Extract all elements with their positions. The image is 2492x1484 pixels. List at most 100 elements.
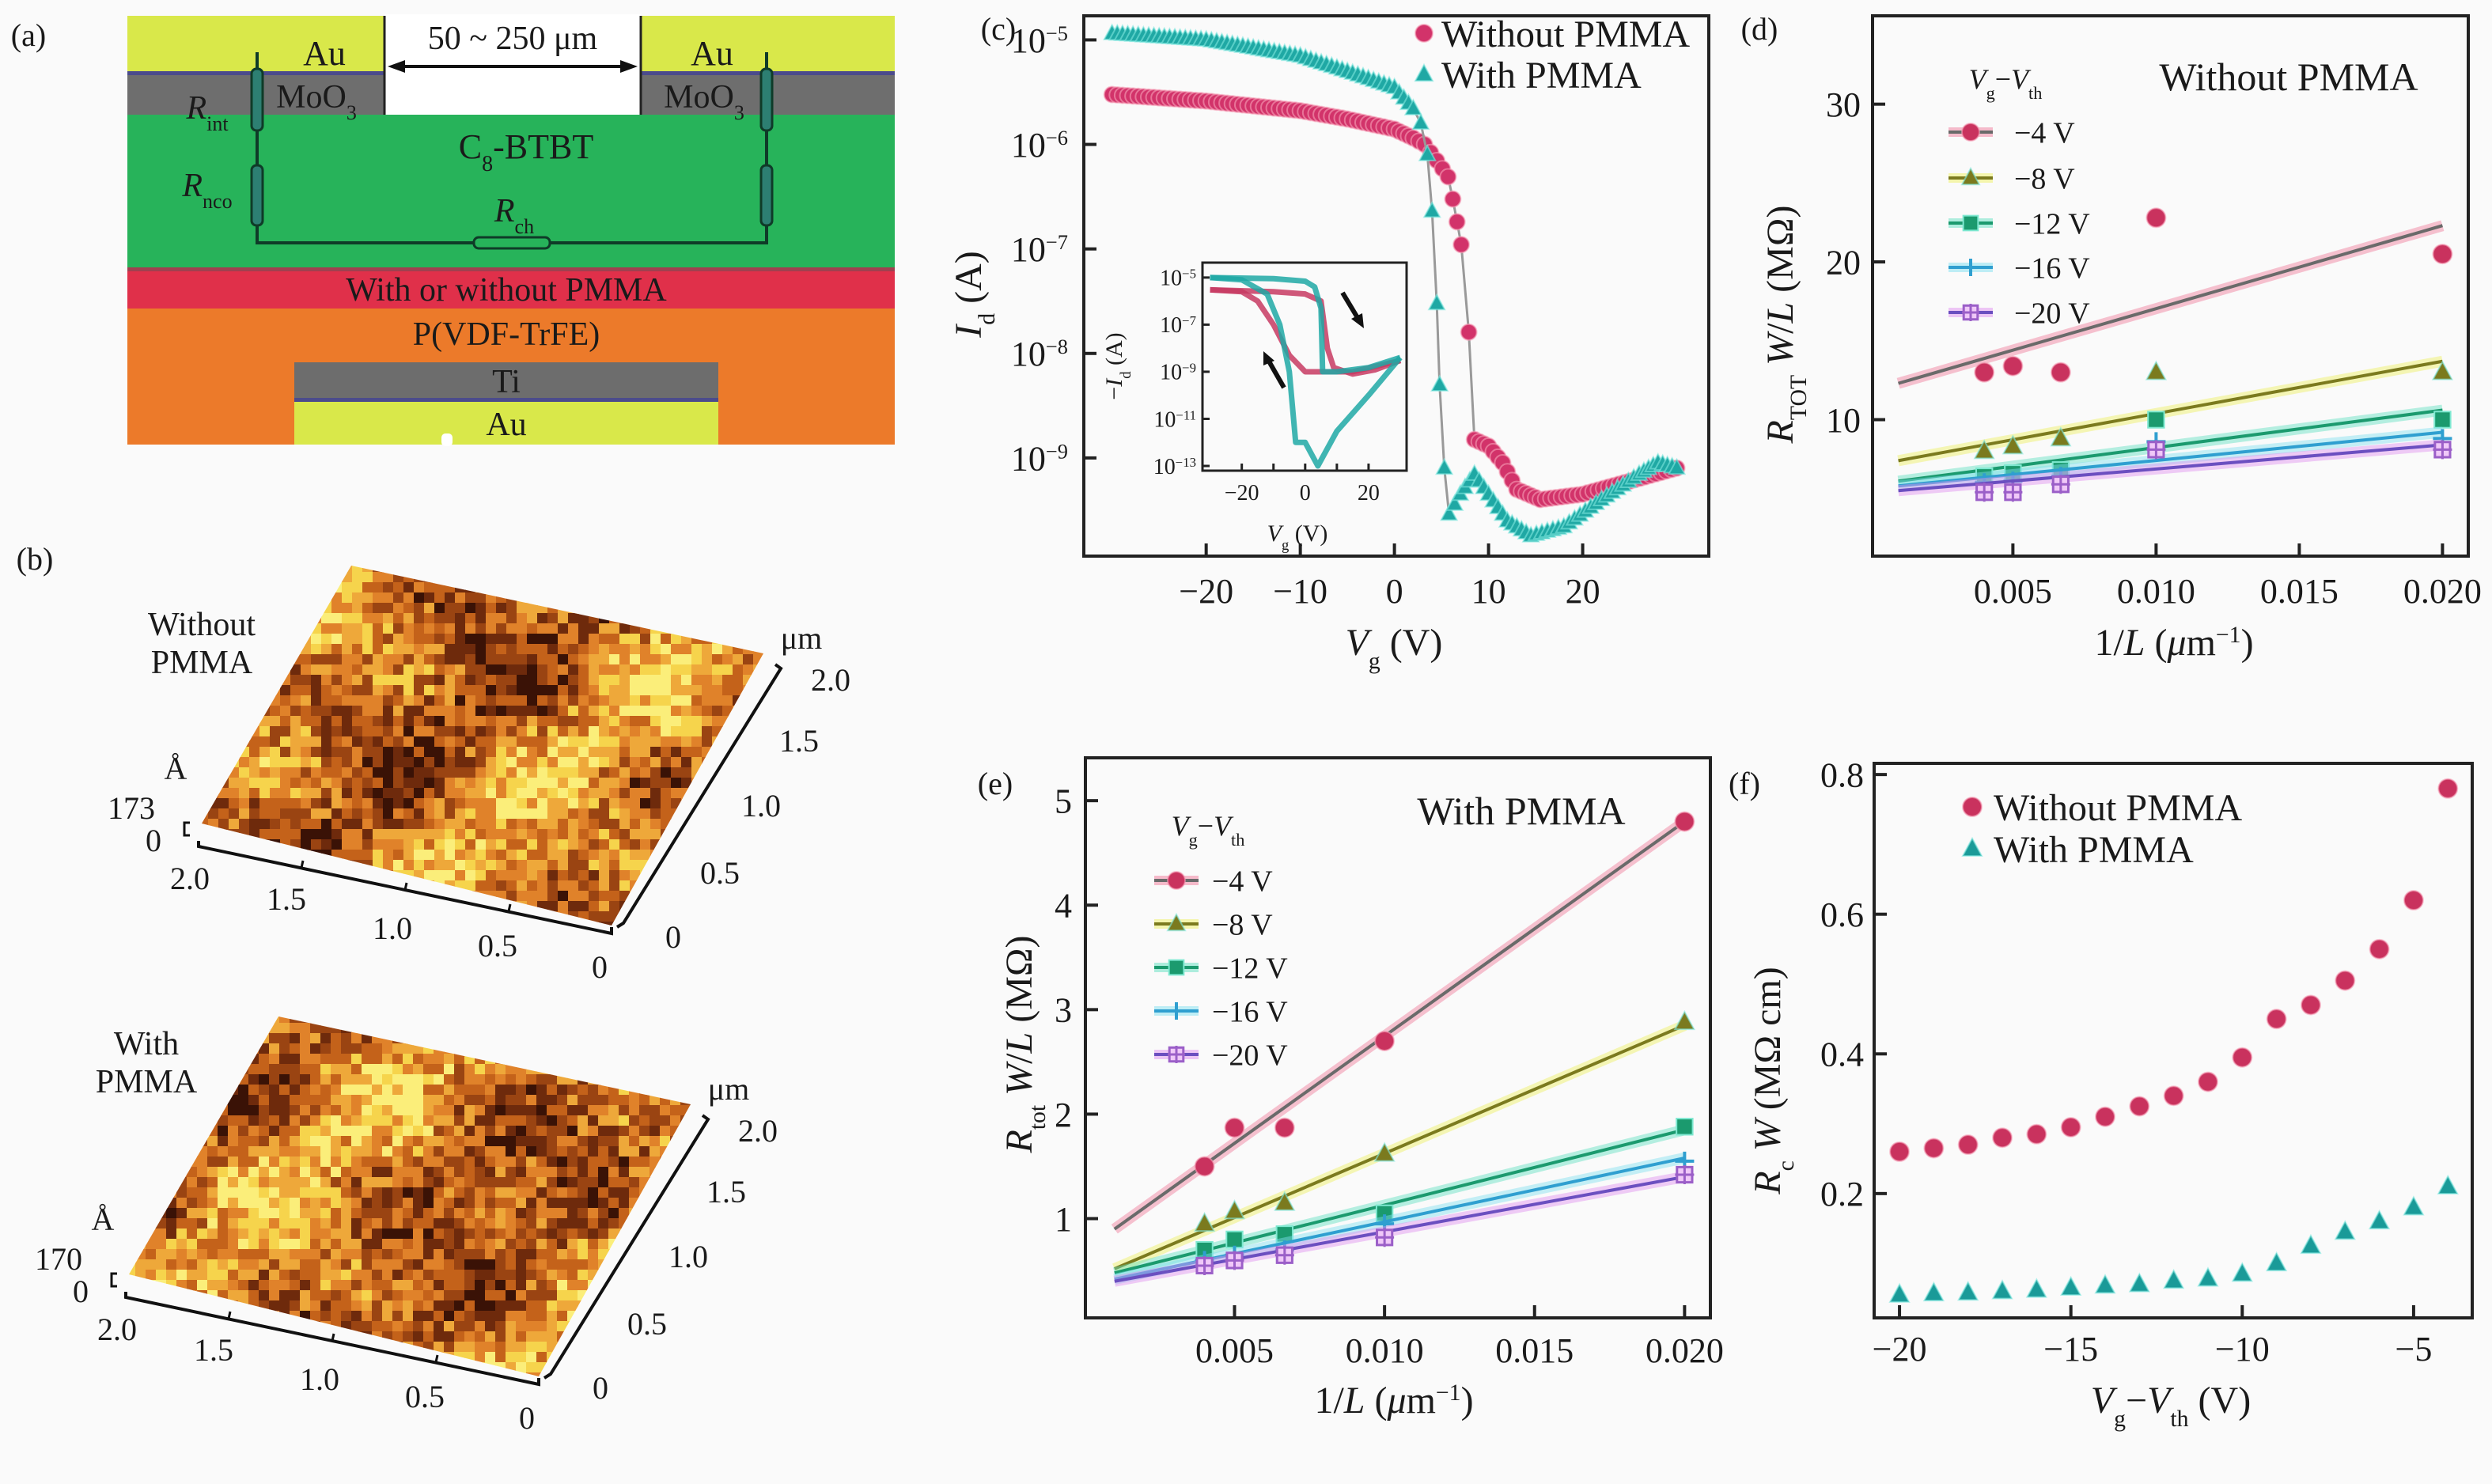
label-subscript: 3	[734, 101, 744, 124]
afm-texture-cell	[753, 634, 763, 645]
afm-texture-cell	[310, 1228, 321, 1240]
afm-texture-cell	[249, 716, 260, 727]
afm-texture-cell	[680, 1064, 691, 1075]
afm-texture-cell	[578, 1054, 589, 1065]
afm-texture-cell	[609, 716, 620, 727]
afm-texture-cell	[589, 726, 600, 737]
afm-texture-cell	[680, 1300, 691, 1312]
afm-texture-cell	[341, 1085, 352, 1096]
afm-texture-cell	[392, 1198, 403, 1209]
tick-exponent: −13	[1176, 454, 1196, 469]
afm-texture-cell	[445, 685, 456, 696]
afm-texture-cell	[517, 623, 528, 634]
afm-texture-cell	[661, 634, 672, 645]
afm-texture-cell	[135, 1228, 146, 1240]
afm-texture-cell	[526, 1126, 537, 1137]
afm-texture-cell	[464, 1177, 475, 1188]
afm-texture-cell	[763, 901, 774, 912]
afm-texture-cell	[392, 1208, 403, 1219]
afm-texture-cell	[413, 1136, 424, 1147]
afm-texture-cell	[753, 603, 763, 614]
afm-texture-cell	[619, 778, 631, 789]
afm-texture-cell	[691, 1115, 702, 1126]
afm-texture-cell	[218, 901, 229, 912]
afm-texture-cell	[619, 736, 631, 748]
afm-tick	[507, 903, 512, 912]
afm-texture-cell	[331, 1095, 342, 1106]
afm-texture-cell	[536, 1115, 547, 1126]
afm-texture-cell	[619, 726, 631, 737]
afm-texture-cell	[311, 778, 322, 789]
afm-texture-cell	[588, 1177, 599, 1188]
afm-texture-cell	[630, 706, 641, 717]
afm-texture-cell	[496, 644, 507, 655]
afm-texture-cell	[589, 829, 600, 840]
afm-texture-cell	[434, 644, 445, 655]
afm-texture-cell	[464, 1280, 475, 1291]
afm-texture-cell	[207, 1016, 218, 1024]
afm-texture-cell	[156, 1208, 167, 1219]
chart-title: With PMMA	[1417, 789, 1625, 833]
afm-texture-cell	[331, 1126, 342, 1137]
afm-texture-cell	[506, 819, 517, 830]
afm-texture-cell	[202, 572, 209, 583]
afm-texture-cell	[712, 839, 723, 850]
afm-texture-cell	[661, 778, 672, 789]
afm-texture-cell	[455, 778, 466, 789]
afm-texture-cell	[229, 891, 240, 902]
afm-texture-cell	[454, 1280, 465, 1291]
afm-texture-cell	[259, 1372, 270, 1376]
afm-texture-cell	[506, 757, 517, 768]
afm-texture-cell	[486, 778, 497, 789]
afm-texture-cell	[599, 654, 610, 665]
afm-texture-cell	[557, 1187, 568, 1198]
afm-texture-cell	[269, 1157, 280, 1168]
afm-texture-cell	[588, 1321, 599, 1332]
afm-texture-cell	[608, 1239, 619, 1250]
afm-texture-cell	[310, 1208, 321, 1219]
afm-texture-cell	[619, 1054, 630, 1065]
afm-texture-cell	[434, 634, 445, 645]
afm-texture-cell	[496, 603, 507, 614]
afm-texture-cell	[475, 850, 487, 861]
afm-texture-cell	[578, 1249, 589, 1260]
afm-texture-cell	[558, 778, 569, 789]
afm-texture-cell	[444, 1187, 455, 1198]
afm-texture-cell	[135, 1167, 146, 1178]
afm-texture-cell	[362, 675, 373, 686]
afm-texture-cell	[609, 592, 620, 604]
afm-texture-cell	[506, 1167, 517, 1178]
afm-texture-cell	[536, 1218, 547, 1229]
afm-texture-cell	[362, 1198, 373, 1209]
afm-texture-cell	[290, 685, 301, 696]
afm-texture-cell	[547, 1311, 558, 1322]
plot-frame	[1873, 762, 2474, 1319]
afm-texture-cell	[218, 695, 229, 706]
afm-texture-cell	[485, 1249, 496, 1260]
afm-texture-cell	[229, 839, 240, 850]
afm-texture-cell	[238, 1362, 249, 1373]
label-subscript: nco	[203, 190, 233, 213]
afm-texture-cell	[608, 1167, 619, 1178]
legend-marker	[1414, 62, 1434, 82]
afm-texture-cell	[588, 1074, 599, 1085]
afm-texture-cell	[763, 767, 774, 778]
afm-texture-cell	[279, 1126, 290, 1137]
afm-texture-cell	[763, 911, 774, 922]
legend-marker	[1962, 214, 1979, 232]
afm-texture-cell	[589, 664, 600, 676]
afm-texture-cell	[702, 566, 713, 573]
afm-texture-cell	[280, 829, 291, 840]
afm-texture-cell	[496, 654, 507, 665]
afm-texture-cell	[342, 736, 353, 748]
afm-texture-cell	[526, 1095, 537, 1106]
afm-texture-cell	[342, 757, 353, 768]
afm-texture-cell	[413, 1085, 424, 1096]
afm-texture-cell	[311, 891, 322, 902]
afm-texture-cell	[495, 1157, 506, 1168]
afm-texture-cell	[239, 747, 250, 758]
afm-texture-cell	[516, 1239, 527, 1250]
afm-texture-cell	[156, 1352, 167, 1363]
afm-texture-cell	[444, 1177, 455, 1188]
afm-texture-cell	[392, 1239, 403, 1250]
